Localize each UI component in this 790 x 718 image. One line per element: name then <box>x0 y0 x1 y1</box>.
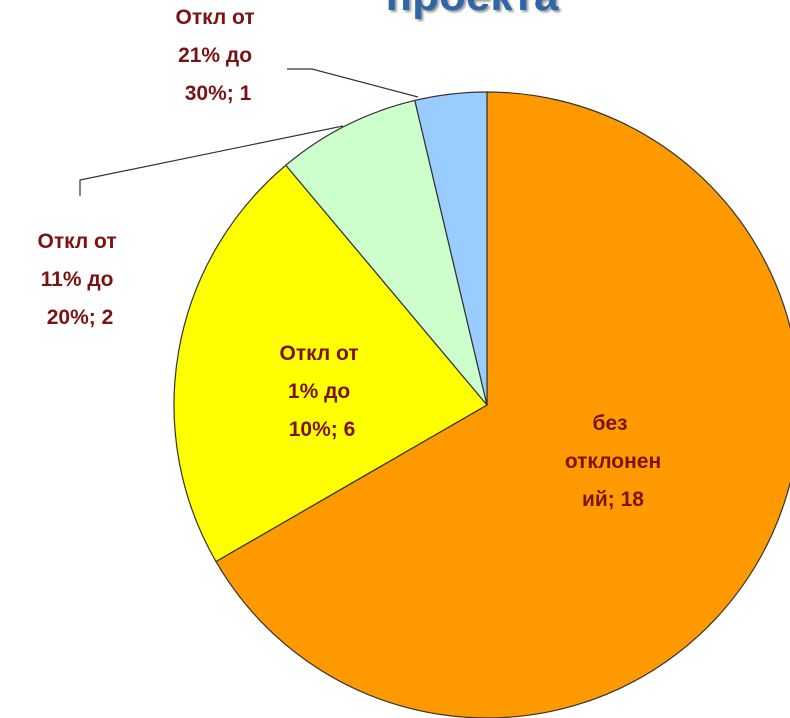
data-label: Откл от 1% до 10%; 6 <box>280 342 365 441</box>
leader-line <box>79 125 344 196</box>
data-label: без отклонен ий; 18 <box>565 412 661 511</box>
chart-title: проекта <box>386 0 559 20</box>
leader-line <box>287 68 419 98</box>
data-label: Откл от 11% до 20%; 2 <box>38 230 123 329</box>
data-label: Откл от 21% до 30%; 1 <box>176 6 261 105</box>
pie-slice <box>215 91 790 718</box>
pie-slice <box>173 164 488 563</box>
pie-slice <box>284 99 488 406</box>
pie-slice <box>414 91 488 406</box>
